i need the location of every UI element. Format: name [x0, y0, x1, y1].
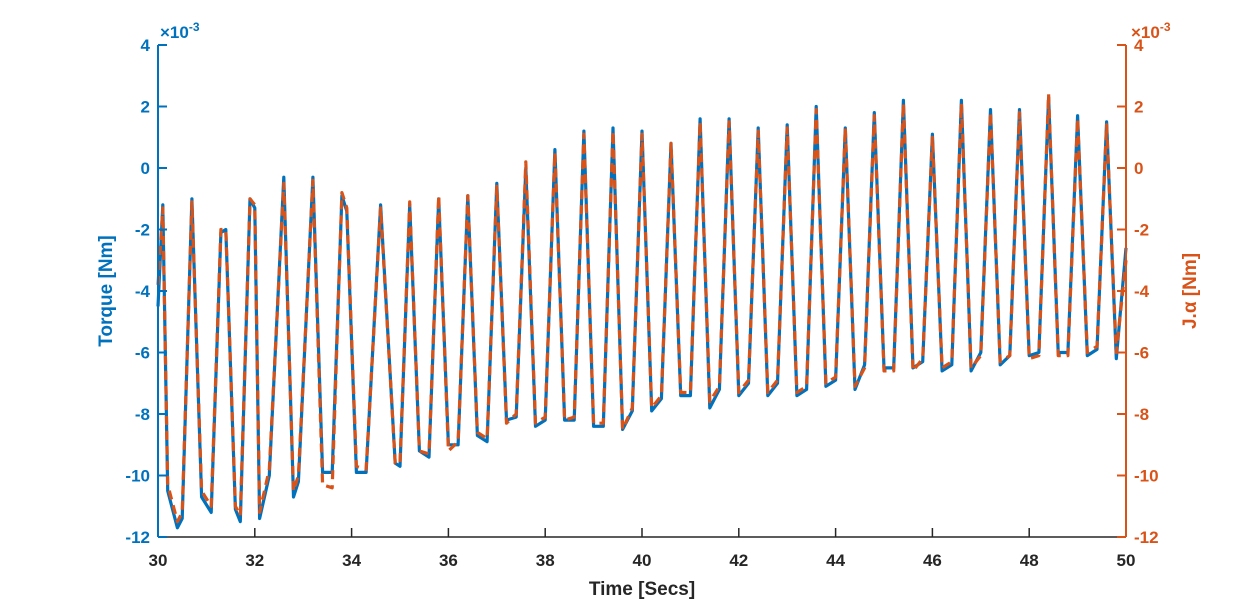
left-y-tick-label: -6	[135, 344, 150, 363]
svg-text:×10-3: ×10-3	[1131, 20, 1171, 42]
j-alpha-series-line	[156, 92, 1128, 524]
x-tick-label: 40	[633, 551, 652, 570]
right-y-tick-label: -2	[1134, 221, 1149, 240]
left-y-axis-title: Torque [Nm]	[96, 235, 117, 347]
x-tick-label: 50	[1117, 551, 1136, 570]
x-tick-label: 34	[342, 551, 361, 570]
x-axis-title: Time [Secs]	[589, 579, 695, 600]
x-tick-label: 48	[1020, 551, 1039, 570]
left-y-tick-label: 0	[141, 159, 150, 178]
right-y-tick-label: -12	[1134, 528, 1159, 547]
right-y-tick-label: -6	[1134, 344, 1149, 363]
left-y-tick-label: -8	[135, 405, 150, 424]
right-y-tick-label: -8	[1134, 405, 1149, 424]
left-y-tick-label: -4	[135, 282, 151, 301]
x-tick-label: 36	[439, 551, 458, 570]
right-y-tick-label: -4	[1134, 282, 1150, 301]
x-tick-label: 44	[826, 551, 845, 570]
axes: 30 32 34 36 38 40 42 44 46 48 50-12-10-8-6-4-2024-…	[125, 36, 1158, 570]
right-exponent-label: ×10-3	[1131, 20, 1171, 42]
left-exponent-label: ×10-3	[160, 20, 200, 42]
x-tick-label: 32	[245, 551, 264, 570]
left-y-tick-label: -10	[125, 467, 150, 486]
svg-text:×10-3: ×10-3	[160, 20, 200, 42]
right-y-axis-title: J.α [Nm]	[1180, 253, 1201, 329]
left-y-tick-label: 4	[141, 36, 151, 55]
right-y-tick-label: 0	[1134, 159, 1143, 178]
plot-lines	[156, 92, 1128, 530]
left-y-tick-label: -12	[125, 528, 150, 547]
right-y-tick-label: -10	[1134, 467, 1159, 486]
right-y-tick-label: 2	[1134, 98, 1143, 117]
right-y-tick-label: 4	[1134, 36, 1144, 55]
x-tick-label: 42	[729, 551, 748, 570]
left-y-tick-label: 2	[141, 98, 150, 117]
left-y-tick-label: -2	[135, 221, 150, 240]
x-tick-label: 38	[536, 551, 555, 570]
x-tick-label: 46	[923, 551, 942, 570]
x-tick-label: 30	[149, 551, 168, 570]
